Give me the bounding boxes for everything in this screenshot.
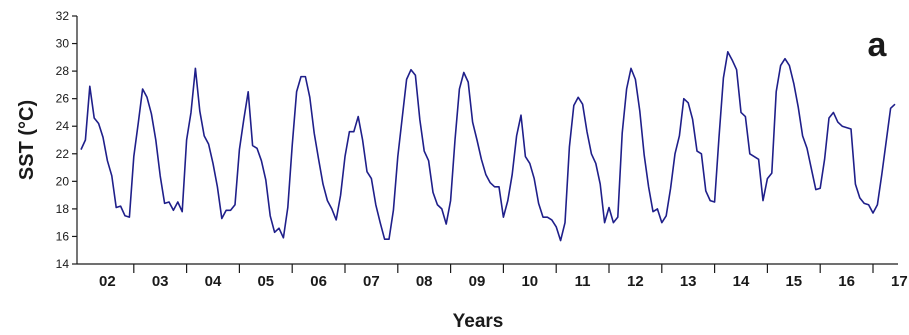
y-axis: 14 16 18 20 22 24 26 28 30 32 [56, 9, 78, 271]
x-tick-label: 13 [680, 273, 697, 290]
x-tick-label: 12 [627, 273, 644, 290]
x-tick-label: 03 [152, 273, 169, 290]
sst-series-line [80, 51, 896, 242]
y-tick-label: 24 [56, 119, 70, 133]
x-tick-label: 09 [469, 273, 486, 290]
x-axis-title: Years [453, 311, 504, 332]
y-tick-label: 22 [56, 147, 70, 161]
y-tick-label: 20 [56, 174, 70, 188]
y-tick-label: 30 [56, 37, 70, 51]
series-layer [80, 51, 896, 242]
x-tick-label: 16 [838, 273, 855, 290]
x-tick-label: 02 [99, 273, 116, 290]
panel-label: a [868, 26, 888, 64]
x-tick-label: 07 [363, 273, 380, 290]
y-tick-label: 28 [56, 64, 70, 78]
x-tick-label: 08 [416, 273, 433, 290]
y-tick-label: 14 [56, 257, 70, 271]
y-tick-label: 32 [56, 9, 70, 23]
x-tick-label: 06 [310, 273, 327, 290]
x-tick-label: 10 [521, 273, 538, 290]
y-tick-label: 16 [56, 229, 70, 243]
x-tick-label: 04 [205, 273, 222, 290]
y-tick-label: 18 [56, 202, 70, 216]
x-axis: 02 03 04 05 06 07 08 09 10 11 12 13 14 15 16 17 [77, 263, 908, 290]
x-tick-label: 11 [575, 273, 591, 290]
x-tick-label: 17 [891, 273, 908, 290]
x-tick-label: 15 [785, 273, 802, 290]
y-axis-title: SST (°C) [16, 100, 38, 180]
x-tick-label: 14 [733, 273, 750, 290]
y-tick-label: 26 [56, 92, 70, 106]
x-tick-label: 05 [257, 273, 274, 290]
